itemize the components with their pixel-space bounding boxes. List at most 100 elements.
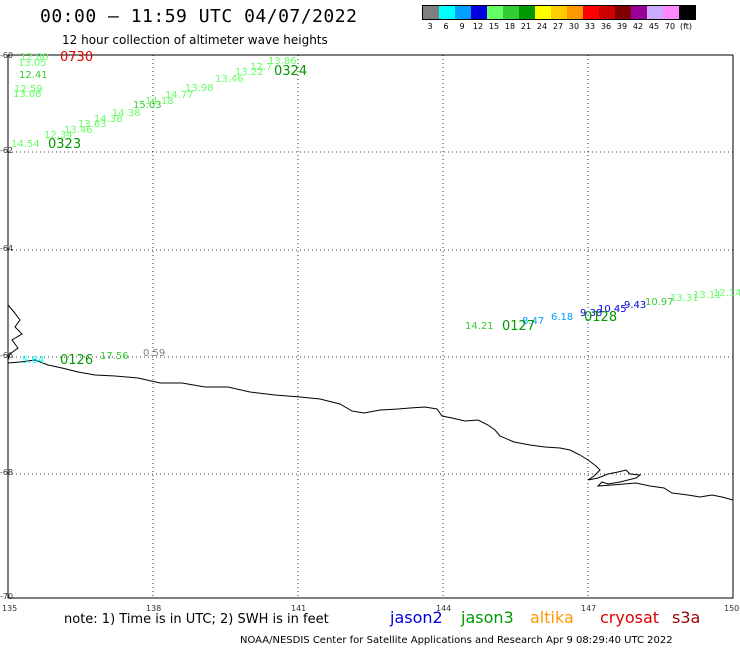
scale-label: 33 bbox=[584, 22, 596, 31]
scale-label: 70 bbox=[664, 22, 676, 31]
wave-height-color-scale: 3 6 9 12 15 18 21 24 27 30 33 36 39 42 45 70 (ft) bbox=[422, 5, 696, 31]
wave-height-reading: 13.05 bbox=[18, 58, 47, 69]
lon-label-150: 150 bbox=[724, 604, 740, 613]
lat-label-68: -68 bbox=[0, 468, 14, 477]
track-readings: 12.80 13.05 12.41 12.59 13.08 13.86 12.7… bbox=[11, 52, 740, 366]
wave-height-reading: 10.97 bbox=[645, 297, 674, 308]
legend-jason2: jason2 bbox=[390, 608, 443, 627]
scale-label: 3 bbox=[427, 22, 433, 31]
wave-height-reading: 13.46 bbox=[215, 74, 244, 85]
scale-label: 6 bbox=[443, 22, 449, 31]
wave-height-reading: 12.34 bbox=[44, 130, 73, 141]
scale-label: 30 bbox=[568, 22, 580, 31]
credit-line: NOAA/NESDIS Center for Satellite Applica… bbox=[240, 635, 673, 646]
wave-height-reading: 12.7 bbox=[250, 62, 272, 73]
scale-label: 21 bbox=[520, 22, 532, 31]
wave-height-reading: 6.18 bbox=[551, 312, 573, 323]
wave-height-reading: 12.14 bbox=[713, 288, 740, 299]
legend-cryosat: cryosat bbox=[600, 608, 660, 627]
map-title: 00:00 — 11:59 UTC 04/07/2022 bbox=[40, 6, 358, 27]
scale-swatch bbox=[647, 6, 663, 19]
lat-label-66: -66 bbox=[0, 351, 14, 360]
color-scale-swatches bbox=[422, 5, 696, 20]
wave-height-reading: 10.45 bbox=[598, 304, 627, 315]
wave-height-reading: 5.64 bbox=[22, 355, 44, 366]
wave-height-reading: 14.38 bbox=[94, 114, 123, 125]
lat-label-62: -62 bbox=[0, 146, 14, 155]
scale-label: 27 bbox=[552, 22, 564, 31]
wave-height-reading: 9.38 bbox=[580, 308, 602, 319]
pass-time-label: 0126 bbox=[60, 353, 93, 368]
scale-swatch bbox=[487, 6, 503, 19]
wave-height-reading: 14.18 bbox=[145, 96, 174, 107]
antarctic-coastline bbox=[7, 304, 734, 501]
scale-label: 45 bbox=[648, 22, 660, 31]
legend-altika: altika bbox=[530, 608, 574, 627]
lat-label-60: -60 bbox=[0, 51, 14, 60]
lon-label-144: 144 bbox=[436, 604, 452, 613]
wave-height-reading: 15.03 bbox=[133, 100, 162, 111]
pass-time-label: 0323 bbox=[48, 137, 81, 152]
lat-label-70: -70 bbox=[0, 592, 14, 601]
color-scale-labels: 3 6 9 12 15 18 21 24 27 30 33 36 39 42 45 70 (ft) bbox=[422, 20, 696, 31]
scale-swatch bbox=[631, 6, 647, 19]
longitude-gridlines bbox=[152, 55, 589, 598]
scale-label: 9 bbox=[459, 22, 465, 31]
wave-height-reading: 13.08 bbox=[13, 89, 42, 100]
scale-swatch bbox=[551, 6, 567, 19]
wave-height-reading: 0.59 bbox=[143, 348, 165, 359]
scale-swatch bbox=[439, 6, 455, 19]
scale-swatch bbox=[535, 6, 551, 19]
scale-swatch bbox=[567, 6, 583, 19]
scale-label: 12 bbox=[472, 22, 484, 31]
legend-jason3: jason3 bbox=[461, 608, 514, 627]
scale-label: 24 bbox=[536, 22, 548, 31]
wave-height-reading: 9.43 bbox=[624, 300, 646, 311]
wave-height-reading: 12.59 bbox=[14, 84, 43, 95]
map-subtitle: 12 hour collection of altimeter wave hei… bbox=[62, 33, 328, 47]
scale-swatch bbox=[583, 6, 599, 19]
pass-time-labels: 0730 0324 0323 0128 0127 0126 bbox=[48, 50, 617, 368]
scale-label: 39 bbox=[616, 22, 628, 31]
pass-time-label: 0128 bbox=[584, 310, 617, 325]
wave-height-reading: 14.54 bbox=[11, 139, 40, 150]
lon-label-138: 138 bbox=[146, 604, 162, 613]
scale-swatch bbox=[455, 6, 471, 19]
wave-height-reading: 8.47 bbox=[522, 316, 544, 327]
wave-height-reading: 14.21 bbox=[465, 321, 494, 332]
scale-swatch bbox=[599, 6, 615, 19]
scale-swatch bbox=[423, 6, 439, 19]
wave-height-reading: 12.41 bbox=[19, 70, 48, 81]
wave-height-reading: 13.22 bbox=[235, 67, 264, 78]
scale-label: 18 bbox=[504, 22, 516, 31]
scale-label: 15 bbox=[488, 22, 500, 31]
scale-swatch bbox=[615, 6, 631, 19]
scale-swatch bbox=[503, 6, 519, 19]
legend-s3a: s3a bbox=[672, 608, 701, 627]
wave-height-reading: 13.86 bbox=[268, 56, 297, 67]
lon-label-141: 141 bbox=[291, 604, 307, 613]
scale-label: 42 bbox=[632, 22, 644, 31]
scale-unit: (ft) bbox=[680, 22, 693, 31]
wave-height-reading: 17.56 bbox=[100, 351, 129, 362]
wave-height-reading: 12.80 bbox=[20, 52, 49, 63]
scale-swatch bbox=[679, 6, 695, 19]
wave-height-reading: 13.31 bbox=[670, 293, 699, 304]
wave-height-reading: 13.11 bbox=[693, 290, 722, 301]
wave-height-reading: 14.77 bbox=[165, 90, 194, 101]
map-frame bbox=[7, 54, 734, 599]
pass-time-label: 0730 bbox=[60, 50, 93, 65]
scale-swatch bbox=[519, 6, 535, 19]
pass-time-label: 0127 bbox=[502, 319, 535, 334]
scale-label: 36 bbox=[600, 22, 612, 31]
latitude-gridlines bbox=[8, 151, 733, 475]
lon-label-135: 135 bbox=[2, 604, 18, 613]
wave-height-reading: 13.46 bbox=[64, 125, 93, 136]
wave-height-reading: 13.63 bbox=[78, 119, 107, 130]
scale-swatch bbox=[663, 6, 679, 19]
wave-height-reading: 13.98 bbox=[185, 83, 214, 94]
lon-label-147: 147 bbox=[581, 604, 597, 613]
lat-label-64: -64 bbox=[0, 244, 14, 253]
scale-swatch bbox=[471, 6, 487, 19]
